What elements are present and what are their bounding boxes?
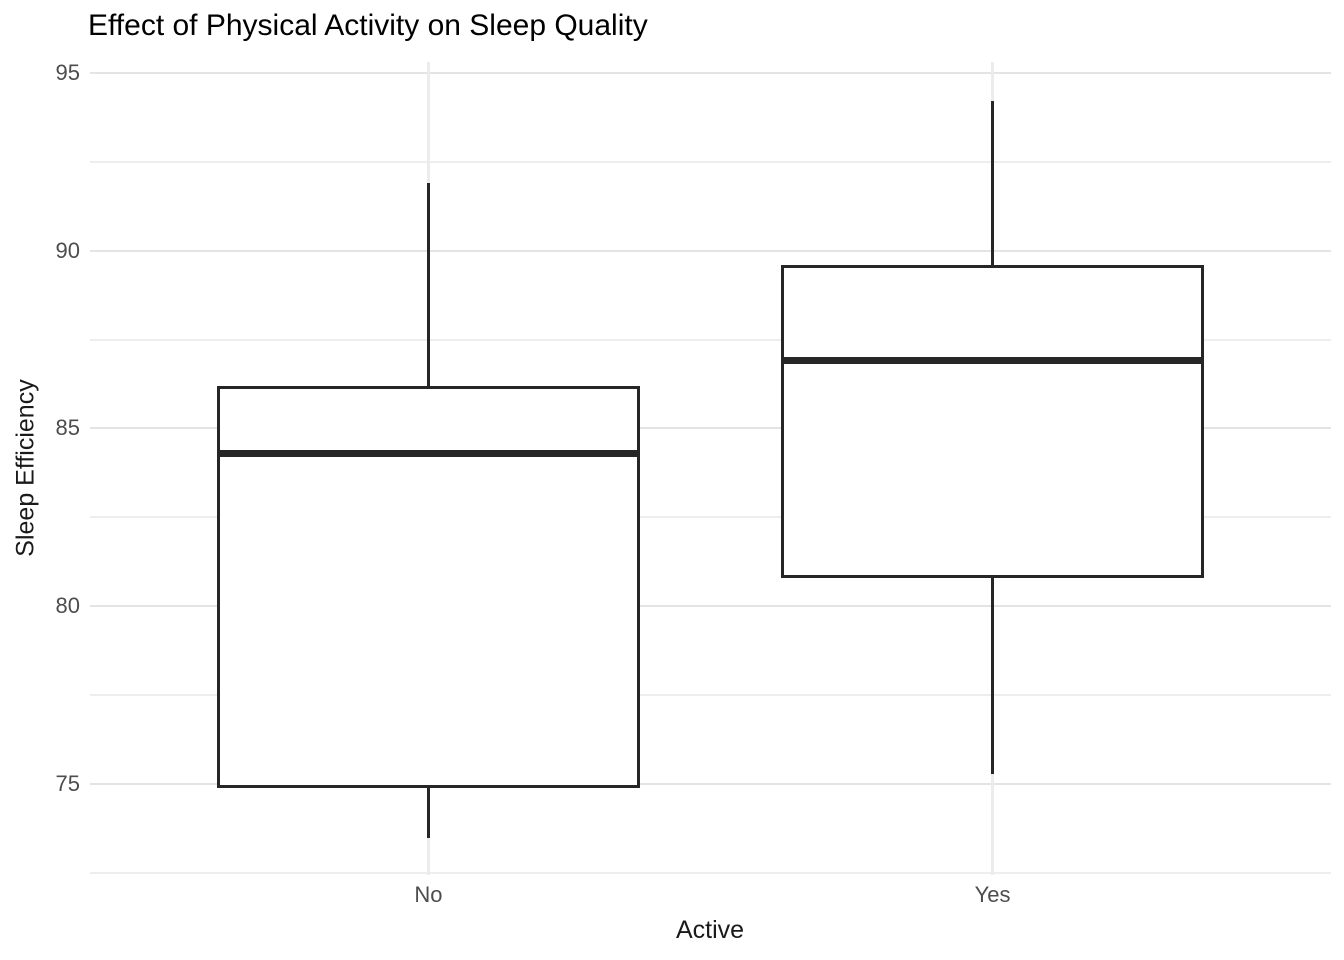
upper-whisker-yes (991, 101, 995, 265)
chart-title: Effect of Physical Activity on Sleep Qua… (88, 9, 648, 42)
y-tick-label-80: 80 (55, 593, 80, 619)
gridline-minor-92.5 (90, 160, 1331, 163)
gridline-minor-87.5 (90, 338, 1331, 341)
iqr-box-no (216, 385, 640, 788)
lower-whisker-no (426, 787, 430, 838)
median-line-yes (781, 357, 1205, 365)
y-tick-label-85: 85 (55, 415, 80, 441)
x-axis-title: Active (675, 916, 745, 944)
lower-whisker-yes (991, 577, 995, 774)
gridline-minor-77.5 (90, 694, 1331, 697)
median-line-no (216, 449, 640, 457)
y-tick-label-90: 90 (55, 237, 80, 263)
iqr-box-yes (781, 264, 1205, 578)
gridline-major-95 (90, 71, 1331, 74)
y-axis-title: Sleep Efficiency (11, 379, 40, 557)
y-tick-label-95: 95 (55, 59, 80, 85)
gridline-major-80 (90, 605, 1331, 608)
x-tick-label-yes: Yes (974, 882, 1011, 907)
gridline-minor-82.5 (90, 516, 1331, 519)
gridline-major-75 (90, 783, 1331, 786)
gridline-major-85 (90, 427, 1331, 430)
plot-panel (90, 62, 1331, 875)
y-tick-label-75: 75 (55, 771, 80, 797)
gridline-minor-72.5 (90, 872, 1331, 875)
gridline-major-90 (90, 249, 1331, 252)
upper-whisker-no (426, 182, 430, 386)
x-tick-label-no: No (414, 882, 443, 907)
